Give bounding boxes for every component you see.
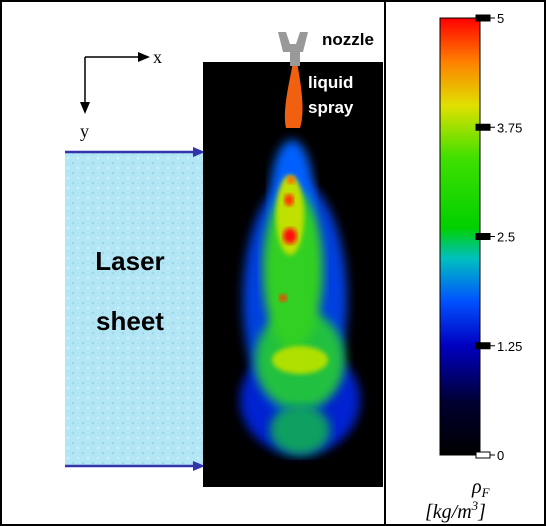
tick-label: 3.75 (497, 120, 522, 135)
spray-label: spray (308, 98, 354, 117)
nozzle-label: nozzle (322, 30, 374, 49)
nozzle (278, 32, 308, 66)
tick-label: 5 (497, 11, 504, 26)
tick-mark (476, 343, 490, 349)
tick-mark (476, 234, 490, 240)
tick-mark (476, 124, 490, 130)
left-panel: Laser sheet x y nozzle liquid (65, 30, 383, 487)
plume-blob (287, 176, 295, 184)
axis-x-label: x (153, 47, 162, 67)
colorbar-unit: [kg/m3] (425, 498, 486, 523)
arrow-head (138, 52, 150, 62)
plume-blob (284, 194, 294, 206)
tick-mark (476, 15, 490, 21)
laser-label: sheet (96, 306, 164, 336)
plume-blob (279, 294, 287, 302)
colorbar (440, 18, 480, 455)
colorbar-ticks: 0 1.25 2.5 3.75 5 (476, 11, 522, 463)
figure: Laser sheet x y nozzle liquid (0, 0, 546, 526)
tick-label: 0 (497, 448, 504, 463)
tick-label: 2.5 (497, 230, 515, 245)
plume-blob (272, 346, 328, 374)
unit-end: ] (477, 501, 486, 523)
plume-blob (270, 405, 330, 455)
spray-label: liquid (308, 73, 353, 92)
laser-label: Laser (95, 246, 164, 276)
tick-label: 1.25 (497, 339, 522, 354)
colorbar-symbol: ρF (471, 476, 491, 500)
tick-mark (476, 452, 490, 458)
plume-blob (283, 228, 297, 244)
axis-y-label: y (80, 121, 89, 141)
symbol: ρ (471, 476, 482, 498)
symbol-sub: F (481, 485, 491, 500)
arrow-head (80, 102, 90, 114)
unit: [kg/m (425, 501, 472, 523)
